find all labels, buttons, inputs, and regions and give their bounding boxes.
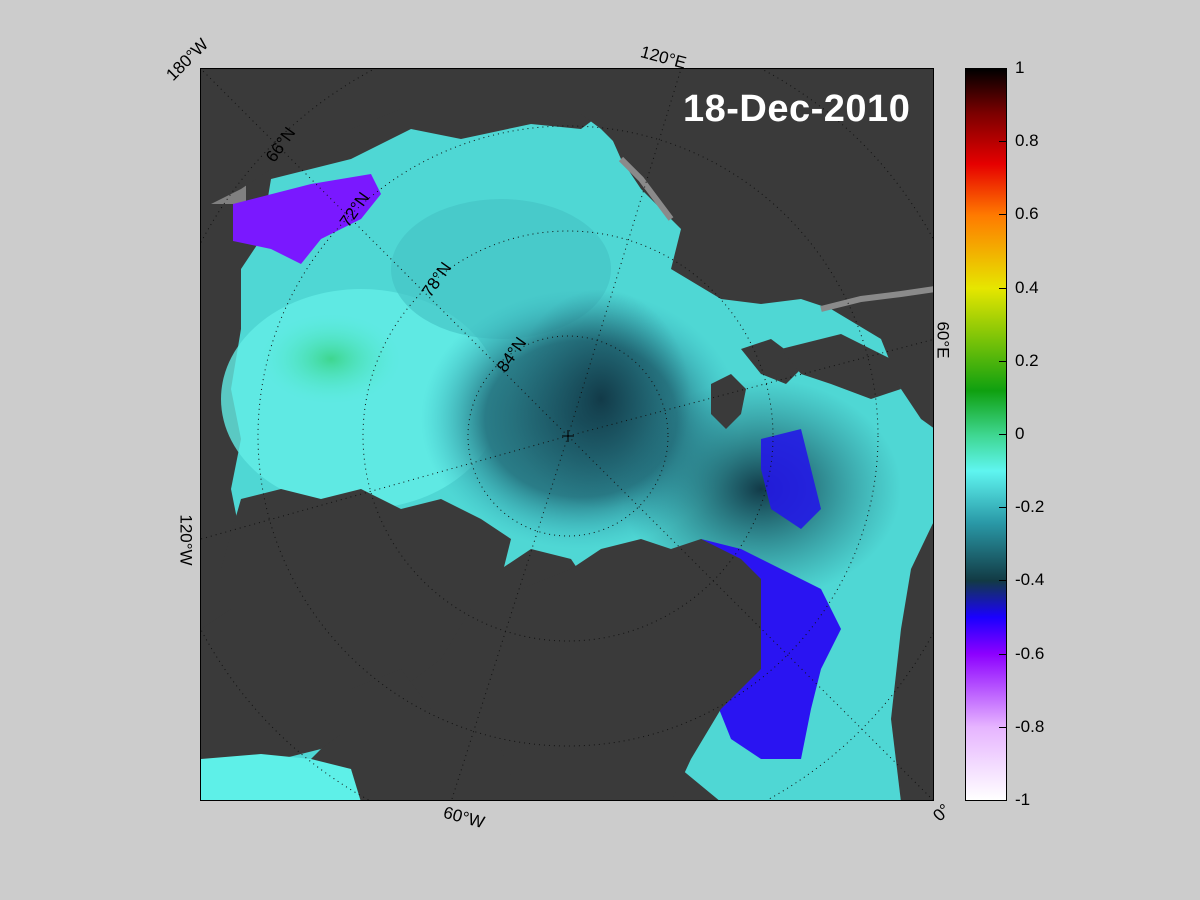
sea-ice-map bbox=[200, 68, 934, 801]
colorbar-tick-mark bbox=[999, 800, 1007, 801]
scandinavia bbox=[891, 523, 933, 800]
novaya-zemlya bbox=[781, 334, 901, 399]
lon-label-60e: 60°E bbox=[933, 321, 953, 359]
colorbar-tick-mark bbox=[999, 507, 1007, 509]
colorbar-tick-mark bbox=[999, 726, 1007, 728]
longitude-grid bbox=[201, 69, 933, 800]
colorbar-tick-label: 0.6 bbox=[1015, 204, 1039, 224]
green-anomaly bbox=[261, 314, 401, 404]
colorbar-tick-label: 0 bbox=[1015, 424, 1025, 443]
alaska bbox=[201, 69, 451, 209]
lon-label-60w: 60°W bbox=[441, 802, 487, 833]
colorbar-tick-label: -0.6 bbox=[1015, 643, 1045, 663]
latitude-grid bbox=[201, 69, 933, 800]
colorbar-tick-mark bbox=[999, 360, 1007, 362]
colorbar-tick-label: 1 bbox=[1015, 58, 1025, 77]
colorbar-tick-label: -0.8 bbox=[1015, 716, 1045, 736]
colorbar-tick-mark bbox=[999, 68, 1007, 69]
canadian-archipelago bbox=[201, 489, 511, 769]
colorbar-tick-label: 0.8 bbox=[1015, 131, 1039, 151]
colorbar-tick-mark bbox=[999, 434, 1007, 435]
colorbar-tick-mark bbox=[999, 214, 1007, 216]
coastal-grey-strip bbox=[618, 156, 674, 221]
baffin-island bbox=[331, 669, 441, 800]
lon-label-0: 0° bbox=[929, 800, 955, 826]
colorbar-tick-mark bbox=[999, 580, 1007, 582]
map-date-title: 18-Dec-2010 bbox=[683, 88, 911, 130]
chukchi-blue-anomaly bbox=[233, 174, 381, 264]
north-pole-marker bbox=[562, 430, 574, 442]
svalbard bbox=[711, 374, 746, 429]
colorbar-tick-label: -0.2 bbox=[1015, 497, 1045, 517]
siberia bbox=[451, 69, 933, 299]
colorbar-tick-label: -0.4 bbox=[1015, 570, 1045, 590]
colorbar-tick-mark bbox=[999, 653, 1007, 655]
greenland bbox=[491, 539, 761, 800]
lon-label-120w: 120°W bbox=[176, 514, 196, 566]
colorbar-tick-mark bbox=[999, 141, 1007, 143]
kara-blue-anomaly bbox=[761, 429, 821, 529]
map-canvas bbox=[201, 69, 933, 800]
colorbar-tick-label: -1 bbox=[1015, 790, 1031, 809]
colorbar-tick-label: 0.4 bbox=[1015, 277, 1039, 297]
coastal-grey-strip-2 bbox=[820, 286, 933, 312]
hudson-bay-ice bbox=[201, 754, 361, 800]
colorbar-tick-mark bbox=[999, 287, 1007, 289]
colorbar-tick-label: 0.2 bbox=[1015, 350, 1039, 370]
